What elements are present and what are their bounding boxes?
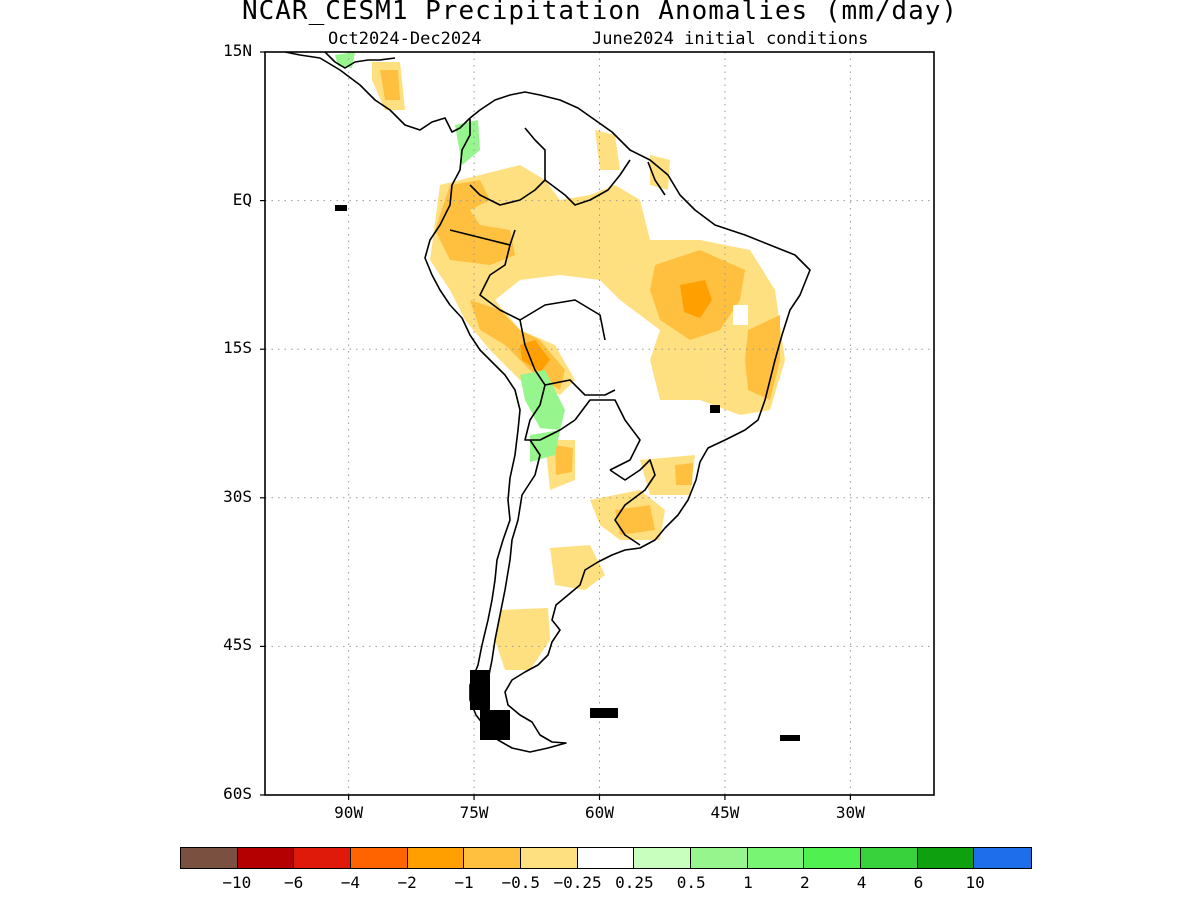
subtitle-season: Oct2024-Dec2024 xyxy=(328,29,482,49)
lon-label: 30W xyxy=(835,803,865,822)
colorbar-label: −2 xyxy=(397,873,417,892)
colorbar-label: −0.5 xyxy=(501,873,541,892)
subtitle-initial-conditions: June2024 initial conditions xyxy=(592,29,869,49)
colorbar-swatch xyxy=(407,848,465,868)
axis-ticks xyxy=(260,51,851,800)
lon-label: 45W xyxy=(710,803,740,822)
colorbar-swatch xyxy=(917,848,975,868)
graticule xyxy=(265,52,934,795)
colorbar-label: 6 xyxy=(913,873,924,892)
colorbar-label: −10 xyxy=(222,873,252,892)
lon-label: 90W xyxy=(334,803,364,822)
lat-label: EQ xyxy=(232,189,252,209)
colorbar-label: −1 xyxy=(454,873,474,892)
lat-label: 15S xyxy=(223,338,252,358)
colorbar-swatch xyxy=(351,848,408,868)
islands xyxy=(335,205,800,741)
anomaly-fill-strong-dry xyxy=(520,280,712,372)
lat-label: 60S xyxy=(223,784,252,803)
colorbar-swatch xyxy=(577,848,635,868)
colorbar-label: 4 xyxy=(856,873,867,892)
colorbar xyxy=(180,847,1032,869)
colorbar-swatch xyxy=(634,848,692,868)
coastline xyxy=(284,52,811,753)
colorbar-label: −6 xyxy=(283,873,304,892)
lat-label: 30S xyxy=(223,486,252,506)
colorbar-label: 10 xyxy=(965,873,985,892)
colorbar-swatch xyxy=(974,848,1032,868)
colorbar-swatch xyxy=(691,848,748,868)
anomaly-fill-weak-dry xyxy=(372,62,785,670)
colorbar-label: 0.5 xyxy=(676,873,706,892)
colorbar-swatch xyxy=(181,848,238,868)
lon-label: 75W xyxy=(459,803,489,822)
lat-label: 15N xyxy=(223,41,252,60)
colorbar-swatch xyxy=(464,848,522,868)
colorbar-label: 1 xyxy=(743,873,753,892)
colorbar-label: 0.25 xyxy=(615,873,654,892)
colorbar-swatch xyxy=(747,848,805,868)
colorbar-swatch xyxy=(861,848,918,868)
lon-label: 60W xyxy=(585,803,614,822)
colorbar-label: −4 xyxy=(340,873,361,892)
colorbar-label: 2 xyxy=(799,873,810,892)
colorbar-swatch xyxy=(294,848,352,868)
colorbar-swatch xyxy=(804,848,862,868)
white-patch xyxy=(733,305,748,325)
colorbar-label: −0.25 xyxy=(553,873,602,892)
map-title: NCAR_CESM1 Precipitation Anomalies (mm/d… xyxy=(241,0,959,26)
lat-label: 45S xyxy=(223,635,252,655)
colorbar-swatch xyxy=(521,848,578,868)
colorbar-swatch xyxy=(237,848,295,868)
